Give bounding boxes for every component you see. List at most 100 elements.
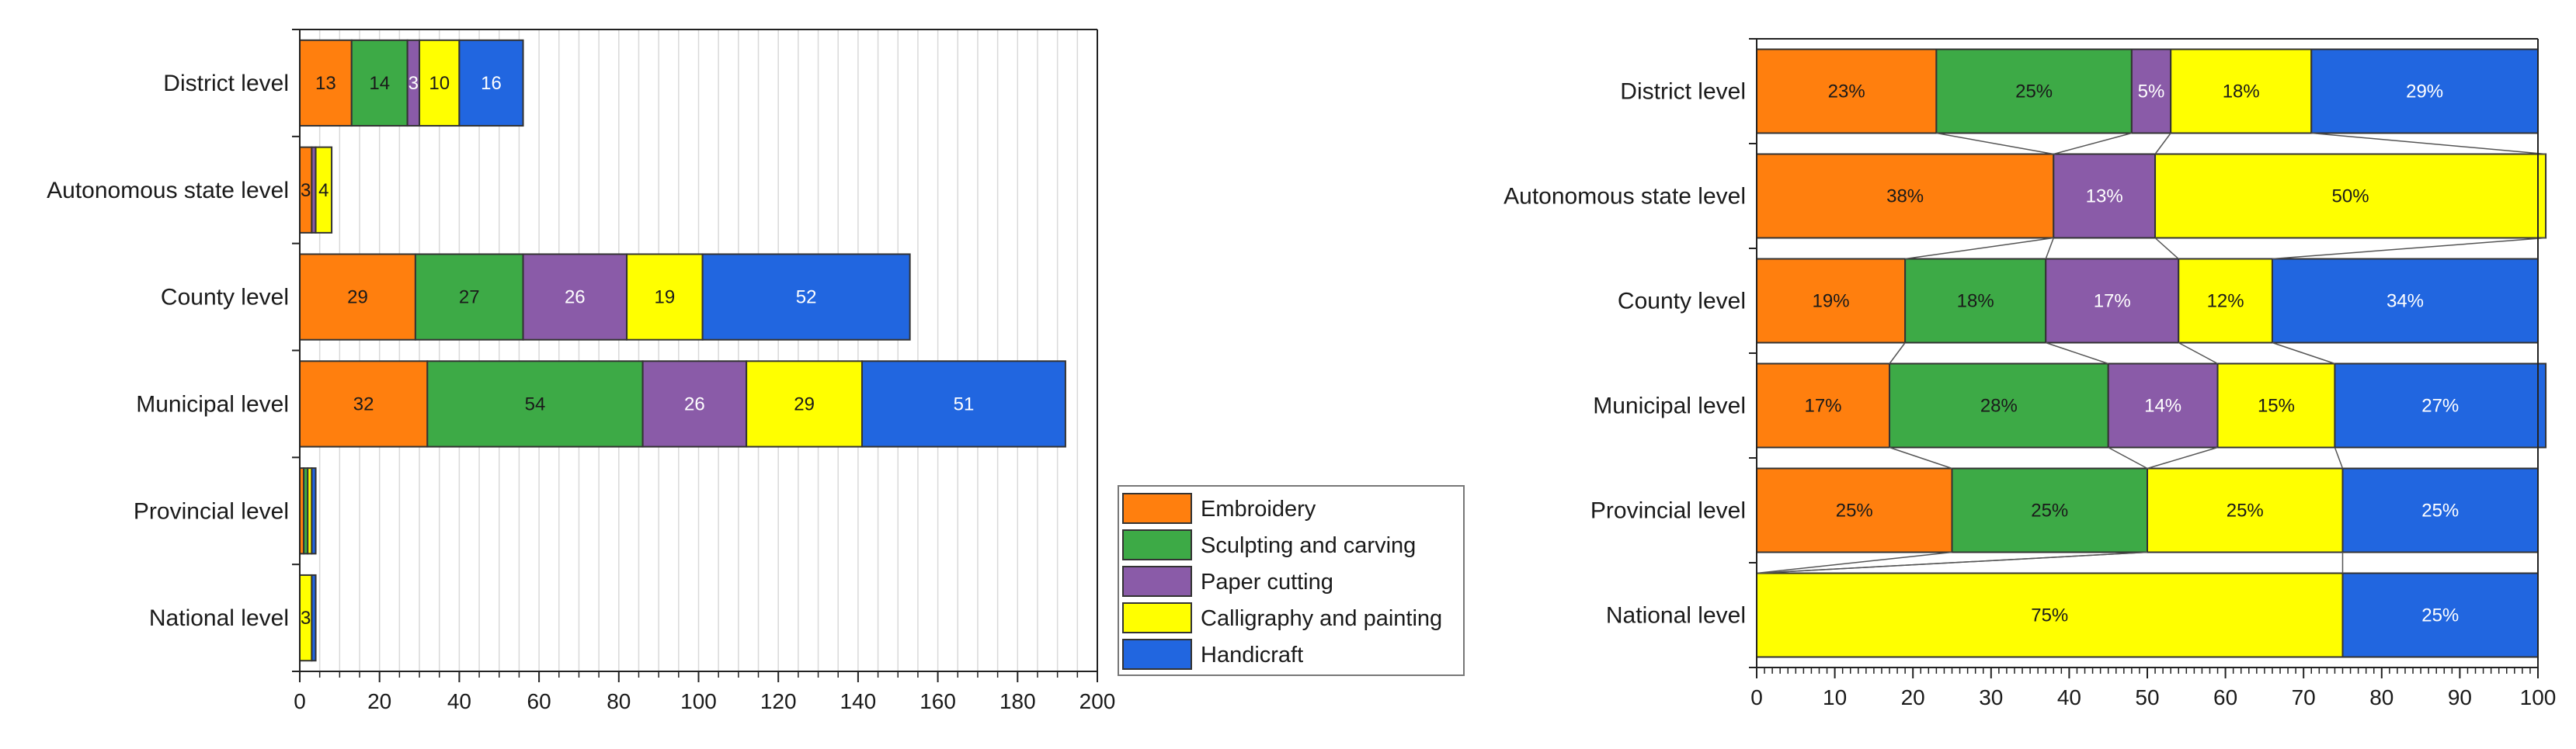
bar-handicraft-municipal-level xyxy=(2334,362,2547,449)
chart-legend: Embroidery Sculpting and carving Paper cut… xyxy=(1118,485,1465,676)
bar-embroidery-district-level xyxy=(299,39,353,127)
legend-swatch-paper-cutting xyxy=(1122,566,1192,597)
data-label: 51 xyxy=(954,394,975,414)
bar-sculpting-and-carving-county-level xyxy=(1904,258,2047,344)
data-label: 5% xyxy=(2138,81,2165,102)
y-tick-label: Municipal level xyxy=(1593,394,1746,419)
bar-handicraft-national-level xyxy=(311,574,317,662)
data-label: 32 xyxy=(353,394,374,414)
data-label: 18% xyxy=(1957,291,1994,312)
x-tick-label: 20 xyxy=(1901,685,1925,709)
data-label: 26 xyxy=(684,394,705,414)
x-tick-label: 100 xyxy=(680,689,717,713)
percent-stacked-bar-chart: 23% 25% 5% 18% 29% 38% 13% 50% 19% 18% 17% 12% 34% 17… xyxy=(1504,38,2557,709)
y-tick-label: National level xyxy=(1606,603,1746,629)
bar-sculpting-and-carving-district-level xyxy=(1935,48,2133,134)
data-label: 19 xyxy=(655,287,676,308)
legend-swatch-calligraphy-and-painting xyxy=(1122,602,1192,633)
series-line xyxy=(1889,446,1952,470)
data-label: 52 xyxy=(796,287,817,308)
data-label: 34% xyxy=(2387,291,2424,312)
data-label: 25% xyxy=(2421,605,2459,626)
data-label: 14 xyxy=(369,73,390,94)
y-tick-label: Provincial level xyxy=(1590,498,1746,524)
bar-handicraft-provincial-level xyxy=(311,467,317,555)
series-line xyxy=(2108,446,2148,470)
data-label: 14% xyxy=(2144,396,2181,417)
bar-calligraphy-and-painting-district-level xyxy=(2170,48,2313,134)
data-label: 13 xyxy=(315,73,336,94)
data-label: 50% xyxy=(2332,186,2369,207)
x-tick-label: 90 xyxy=(2448,685,2472,709)
data-label: 26 xyxy=(565,287,586,308)
legend-swatch-sculpting-and-carving xyxy=(1122,529,1192,560)
data-label: 27% xyxy=(2421,396,2459,417)
bar-calligraphy-and-painting-county-level xyxy=(2178,258,2273,344)
series-line xyxy=(2053,132,2133,155)
x-tick-label: 40 xyxy=(447,689,471,713)
x-tick-label: 10 xyxy=(1823,685,1847,709)
data-label: 54 xyxy=(525,394,546,414)
bar-handicraft-district-level xyxy=(2310,48,2539,134)
x-tick-label: 100 xyxy=(2520,685,2557,709)
x-tick-label: 180 xyxy=(999,689,1036,713)
data-label: 10 xyxy=(429,73,450,94)
x-tick-label: 160 xyxy=(920,689,956,713)
data-label: 3 xyxy=(408,73,419,94)
legend-label-calligraphy-and-painting: Calligraphy and painting xyxy=(1201,606,1442,631)
y-tick-label: District level xyxy=(1620,79,1746,105)
data-label: 29 xyxy=(347,287,368,308)
data-label: 16 xyxy=(481,73,502,94)
series-line xyxy=(2045,238,2054,259)
y-tick-label: National level xyxy=(149,605,289,631)
bar-handicraft-district-level xyxy=(458,39,524,127)
data-label: 25% xyxy=(2421,501,2459,522)
bar-calligraphy-and-painting-national-level xyxy=(1756,572,2344,658)
bar-calligraphy-and-painting-provincial-level xyxy=(2147,467,2344,553)
legend-label-handicraft: Handicraft xyxy=(1201,643,1303,668)
bar-calligraphy-and-painting-municipal-level xyxy=(2216,362,2336,449)
y-tick-label: District level xyxy=(163,71,289,96)
y-tick-label: Municipal level xyxy=(136,391,289,417)
bar-sculpting-and-carving-provincial-level xyxy=(1951,467,2148,553)
data-label: 18% xyxy=(2223,81,2260,102)
bar-embroidery-autonomous-state-level xyxy=(1756,153,2055,239)
bar-paper-cutting-autonomous-state-level xyxy=(2053,153,2157,239)
data-label: 28% xyxy=(1980,396,2018,417)
bar-calligraphy-and-painting-district-level xyxy=(419,39,461,127)
y-tick-label: County level xyxy=(1618,289,1746,314)
data-label: 27 xyxy=(459,287,480,308)
bar-calligraphy-and-painting-autonomous-state-level xyxy=(315,146,333,234)
series-line xyxy=(2147,446,2218,470)
data-label: 12% xyxy=(2207,291,2244,312)
data-label: 15% xyxy=(2258,396,2295,417)
x-tick-label: 80 xyxy=(607,689,631,713)
data-label: 25% xyxy=(2227,501,2264,522)
x-tick-label: 60 xyxy=(527,689,551,713)
bar-handicraft-municipal-level xyxy=(861,360,1066,448)
data-label: 17% xyxy=(1804,396,1841,417)
data-label: 3 xyxy=(301,608,311,629)
data-label: 25% xyxy=(2015,81,2053,102)
y-tick-label: County level xyxy=(161,285,289,310)
data-label: 25% xyxy=(2031,501,2068,522)
series-line xyxy=(1756,551,1952,574)
bar-sculpting-and-carving-municipal-level xyxy=(426,360,644,448)
bar-embroidery-district-level xyxy=(1756,48,1938,134)
data-label: 38% xyxy=(1886,186,1924,207)
bar-paper-cutting-district-level xyxy=(2130,48,2172,134)
bar-embroidery-municipal-level xyxy=(1756,362,1891,449)
y-tick-label: Autonomous state level xyxy=(1504,184,1746,210)
data-label: 23% xyxy=(1828,81,1865,102)
x-tick-label: 40 xyxy=(2057,685,2081,709)
data-label: 75% xyxy=(2031,605,2068,626)
bar-sculpting-and-carving-county-level xyxy=(414,253,524,341)
bar-paper-cutting-municipal-level xyxy=(641,360,748,448)
data-label: 29% xyxy=(2406,81,2443,102)
legend-swatch-embroidery xyxy=(1122,493,1192,524)
data-label: 25% xyxy=(1836,501,1873,522)
x-tick-label: 140 xyxy=(840,689,877,713)
series-line xyxy=(2154,133,2171,154)
x-tick-label: 200 xyxy=(1079,689,1116,713)
